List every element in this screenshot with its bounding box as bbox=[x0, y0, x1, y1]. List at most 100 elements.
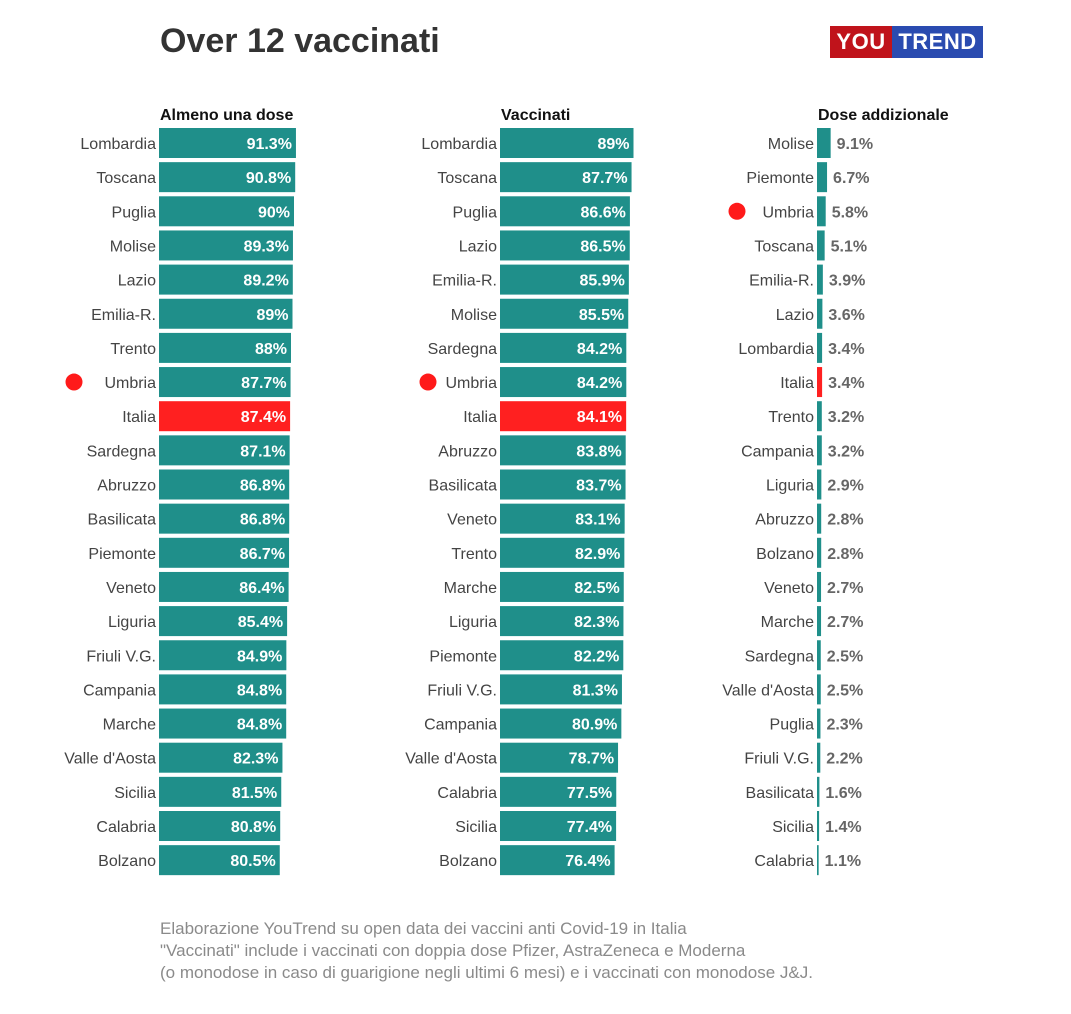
category-label: Trento bbox=[451, 546, 497, 563]
bar bbox=[500, 640, 624, 671]
category-label: Campania bbox=[83, 682, 156, 699]
category-label: Umbria bbox=[445, 375, 497, 392]
bar bbox=[159, 128, 296, 158]
category-label: Piemonte bbox=[88, 546, 156, 563]
value-label: 2.7% bbox=[827, 614, 863, 631]
highlight-dot bbox=[65, 373, 83, 391]
category-label: Toscana bbox=[437, 170, 497, 187]
value-label: 86.6% bbox=[581, 204, 626, 221]
bar bbox=[500, 776, 617, 807]
value-label: 3.2% bbox=[828, 409, 864, 426]
category-label: Campania bbox=[741, 443, 814, 460]
bar bbox=[500, 298, 629, 329]
category-label: Emilia-R. bbox=[91, 307, 156, 324]
value-label: 3.6% bbox=[828, 307, 864, 324]
category-label: Calabria bbox=[437, 785, 497, 802]
bar bbox=[500, 742, 619, 773]
value-label: 3.4% bbox=[828, 341, 864, 358]
category-label: Bolzano bbox=[98, 853, 156, 870]
category-label: Liguria bbox=[449, 614, 497, 631]
bar bbox=[159, 776, 282, 807]
category-label: Lazio bbox=[776, 307, 814, 324]
category-label: Calabria bbox=[754, 853, 814, 870]
footer-notes: Elaborazione YouTrend su open data dei v… bbox=[160, 918, 1040, 984]
bar bbox=[817, 776, 820, 807]
bar bbox=[500, 674, 622, 705]
value-label: 81.5% bbox=[232, 785, 277, 802]
value-label: 86.8% bbox=[240, 478, 285, 495]
bar bbox=[500, 264, 629, 295]
bar bbox=[159, 708, 287, 739]
category-label: Basilicata bbox=[429, 478, 498, 495]
bar bbox=[159, 811, 281, 841]
category-label: Calabria bbox=[96, 819, 156, 836]
panel-title: Dose addizionale bbox=[818, 107, 949, 124]
value-label: 78.7% bbox=[569, 751, 614, 768]
category-label: Veneto bbox=[764, 580, 814, 597]
footer-line: (o monodose in caso di guarigione negli … bbox=[160, 963, 813, 982]
bar bbox=[159, 196, 294, 227]
value-label: 80.5% bbox=[230, 853, 275, 870]
category-label: Lombardia bbox=[738, 341, 814, 358]
bar bbox=[159, 230, 293, 261]
bar bbox=[500, 128, 634, 158]
value-label: 90% bbox=[258, 204, 290, 221]
category-label: Campania bbox=[424, 717, 497, 734]
category-label: Veneto bbox=[447, 512, 497, 529]
value-label: 83.7% bbox=[576, 478, 621, 495]
highlight-dot bbox=[419, 373, 437, 391]
category-label: Sardegna bbox=[428, 341, 497, 358]
value-label: 85.4% bbox=[238, 614, 283, 631]
logo-part-you: YOU bbox=[830, 26, 892, 58]
value-label: 90.8% bbox=[246, 170, 291, 187]
category-label: Veneto bbox=[106, 580, 156, 597]
category-label: Marche bbox=[444, 580, 497, 597]
bar bbox=[500, 367, 627, 398]
value-label: 84.2% bbox=[577, 375, 622, 392]
value-label: 83.1% bbox=[575, 512, 620, 529]
category-label: Umbria bbox=[762, 204, 814, 221]
bar bbox=[500, 811, 617, 841]
value-label: 89.3% bbox=[244, 238, 289, 255]
category-label: Puglia bbox=[453, 204, 498, 221]
bar bbox=[500, 435, 626, 466]
footer-line: "Vaccinati" include i vaccinati con dopp… bbox=[160, 941, 746, 960]
value-label: 3.4% bbox=[828, 375, 864, 392]
bar bbox=[500, 469, 626, 500]
panel-title: Vaccinati bbox=[501, 107, 570, 124]
category-label: Toscana bbox=[96, 170, 156, 187]
category-label: Puglia bbox=[770, 717, 815, 734]
bar bbox=[817, 196, 826, 227]
bar bbox=[500, 503, 625, 534]
value-label: 83.8% bbox=[576, 443, 621, 460]
category-label: Valle d'Aosta bbox=[722, 682, 814, 699]
value-label: 84.9% bbox=[237, 648, 282, 665]
value-label: 87.1% bbox=[240, 443, 285, 460]
bar bbox=[500, 401, 627, 432]
logo-part-trend: TREND bbox=[892, 26, 983, 58]
bar bbox=[817, 708, 821, 739]
value-label: 86.5% bbox=[580, 238, 625, 255]
value-label: 2.8% bbox=[827, 546, 863, 563]
value-label: 82.2% bbox=[574, 648, 619, 665]
bar bbox=[159, 298, 293, 329]
category-label: Molise bbox=[768, 136, 814, 153]
value-label: 87.7% bbox=[241, 375, 286, 392]
value-label: 84.2% bbox=[577, 341, 622, 358]
value-label: 3.2% bbox=[828, 443, 864, 460]
bar bbox=[500, 332, 627, 363]
category-label: Marche bbox=[761, 614, 814, 631]
category-label: Liguria bbox=[766, 478, 814, 495]
bar bbox=[159, 367, 291, 398]
bar bbox=[159, 571, 289, 602]
category-label: Friuli V.G. bbox=[86, 648, 156, 665]
category-label: Sicilia bbox=[455, 819, 497, 836]
value-label: 84.8% bbox=[237, 717, 282, 734]
bar bbox=[817, 162, 828, 193]
category-label: Sicilia bbox=[114, 785, 156, 802]
panel-title: Almeno una dose bbox=[160, 107, 293, 124]
